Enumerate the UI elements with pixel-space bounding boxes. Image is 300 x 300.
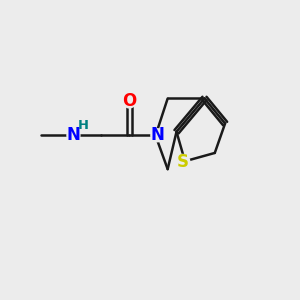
Circle shape xyxy=(123,95,136,108)
Text: N: N xyxy=(150,126,164,144)
Text: S: S xyxy=(176,153,188,171)
Text: O: O xyxy=(122,92,136,110)
Circle shape xyxy=(175,154,190,169)
Text: N: N xyxy=(67,126,80,144)
Circle shape xyxy=(151,129,164,142)
Circle shape xyxy=(67,129,80,142)
Text: H: H xyxy=(77,119,88,132)
